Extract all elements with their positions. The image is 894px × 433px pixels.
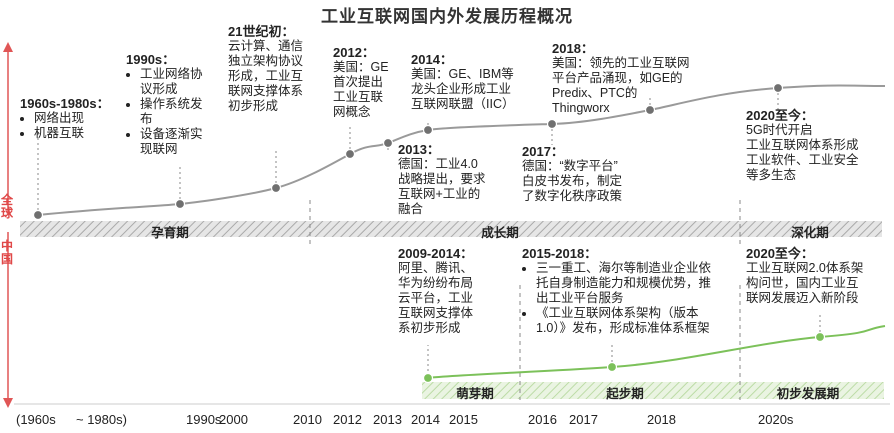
- page-title: 工业互联网国内外发展历程概况: [321, 7, 573, 26]
- side-label-global: 全球: [0, 193, 13, 220]
- list-item: 工业网络协议形成: [140, 67, 206, 97]
- list-item: 设备逐渐实现联网: [140, 127, 206, 157]
- note-2012: 2012： 美国：GE 首次提出 工业互联 网概念: [333, 45, 397, 120]
- list-item: 三一重工、海尔等制造业企业依托自身制造能力和规模优势，推出工业平台服务: [536, 261, 718, 306]
- china-markers: [422, 331, 826, 384]
- note-1960s: 1960s-1980s： 网络出现 机器互联: [20, 96, 130, 141]
- note-body: 德国：工业4.0 战略提出，要求 互联网+工业的 融合: [398, 157, 486, 216]
- x-label-2010: 2010: [293, 412, 322, 427]
- note-cn-2020: 2020至今： 工业互联网2.0体系架 构问世，国内工业互 联网发展迈入新阶段: [746, 246, 890, 306]
- list-item: 操作系统发布: [140, 97, 206, 127]
- x-label-2015: 2015: [449, 412, 478, 427]
- marker-cn-2020: [814, 331, 826, 343]
- x-label-2000: 2000: [219, 412, 248, 427]
- note-heading: 2009-2014：: [398, 246, 474, 261]
- china-curve: [424, 325, 886, 379]
- note-2013: 2013： 德国：工业4.0 战略提出，要求 互联网+工业的 融合: [398, 142, 502, 217]
- note-body: 云计算、通信 独立架构协议 形成，工业互 联网支撑体系 初步形成: [228, 39, 304, 113]
- note-1990s: 1990s： 工业网络协议形成 操作系统发布 设备逐渐实现联网: [126, 52, 206, 157]
- x-label-2017: 2017: [569, 412, 598, 427]
- note-body: 阿里、腾讯、 华为纷纷布局 云平台，工业 互联网支撑体 系初步形成: [398, 261, 474, 335]
- note-2000s: 21世纪初： 云计算、通信 独立架构协议 形成，工业互 联网支撑体系 初步形成: [228, 24, 320, 114]
- global-curve: [37, 84, 886, 216]
- marker-cn-2017: [606, 361, 618, 373]
- note-2020: 2020至今： 5G时代开启 工业互联网体系形成 工业软件、工业安全 等多生态: [746, 108, 886, 183]
- list-item: 机器互联: [34, 126, 130, 141]
- note-cn-2015-2018: 2015-2018： 三一重工、海尔等制造业企业依托自身制造能力和规模优势，推出…: [522, 246, 718, 336]
- marker-2018: [644, 104, 656, 116]
- list-item: 《工业互联网体系架构（版本1.0）》发布，形成标准体系框架: [536, 306, 718, 336]
- phase-start: 起步期: [606, 387, 644, 401]
- note-heading: 2017：: [522, 144, 564, 159]
- x-label-2020s: 2020s: [758, 412, 794, 427]
- marker-cn-2014: [422, 372, 434, 384]
- note-body: 美国：领先的工业互联网 平台产品涌现，如GE的 Predix、PTC的 Thin…: [552, 56, 690, 115]
- marker-2012: [344, 148, 356, 160]
- note-body: 5G时代开启 工业互联网体系形成 工业软件、工业安全 等多生态: [746, 123, 859, 182]
- phase-deepening: 深化期: [791, 226, 829, 240]
- note-heading: 2012：: [333, 45, 375, 60]
- phase-initial-development: 初步发展期: [776, 387, 840, 401]
- marker-2020: [772, 82, 784, 94]
- phase-growth: 成长期: [481, 226, 519, 240]
- x-label-2014: 2014: [411, 412, 440, 427]
- note-heading: 2013：: [398, 142, 440, 157]
- x-label-1960s: (1960s: [16, 412, 56, 427]
- marker-2014: [422, 124, 434, 136]
- x-label-2012: 2012: [333, 412, 362, 427]
- marker-1990s: [174, 198, 186, 210]
- note-body: 美国：GE 首次提出 工业互联 网概念: [333, 60, 389, 119]
- marker-2000s: [270, 182, 282, 194]
- note-2014: 2014： 美国：GE、IBM等 龙头企业形成工业 互联网联盟（IIC）: [411, 52, 543, 112]
- x-label-1990s: 1990s: [186, 412, 222, 427]
- global-axis-arrow: [3, 42, 13, 214]
- note-heading: 1960s-1980s：: [20, 96, 110, 111]
- side-label-china: 中国: [0, 239, 13, 266]
- note-body: 德国：“数字平台” 白皮书发布，制定 了数字化秩序政策: [522, 159, 623, 203]
- global-markers: [32, 82, 784, 221]
- phase-separators: [309, 200, 741, 400]
- x-label-2016: 2016: [528, 412, 557, 427]
- marker-1960s: [32, 209, 44, 221]
- note-body: 美国：GE、IBM等 龙头企业形成工业 互联网联盟（IIC）: [411, 67, 515, 111]
- note-2017: 2017： 德国：“数字平台” 白皮书发布，制定 了数字化秩序政策: [522, 144, 648, 204]
- x-label-2013: 2013: [373, 412, 402, 427]
- global-phase-band: [20, 221, 882, 237]
- list-item: 网络出现: [34, 111, 130, 126]
- x-label-2018: 2018: [647, 412, 676, 427]
- note-heading: 21世纪初：: [228, 24, 295, 39]
- x-label-1980s: ~ 1980s): [76, 412, 127, 427]
- note-heading: 2020至今：: [746, 108, 814, 123]
- note-heading: 1990s：: [126, 52, 176, 67]
- note-cn-2009-2014: 2009-2014： 阿里、腾讯、 华为纷纷布局 云平台，工业 互联网支撑体 系…: [398, 246, 494, 336]
- note-2018: 2018： 美国：领先的工业互联网 平台产品涌现，如GE的 Predix、PTC…: [552, 41, 712, 116]
- china-axis-arrow: [3, 232, 13, 408]
- note-heading: 2014：: [411, 52, 453, 67]
- china-phase-band: [422, 382, 884, 399]
- note-heading: 2020至今：: [746, 246, 814, 261]
- note-body: 工业互联网2.0体系架 构问世，国内工业互 联网发展迈入新阶段: [746, 261, 864, 305]
- phase-gestation: 孕育期: [151, 226, 189, 240]
- note-heading: 2015-2018：: [522, 246, 598, 261]
- marker-2017: [546, 118, 558, 130]
- marker-2013: [382, 137, 394, 149]
- note-heading: 2018：: [552, 41, 594, 56]
- phase-sprout: 萌芽期: [456, 387, 494, 401]
